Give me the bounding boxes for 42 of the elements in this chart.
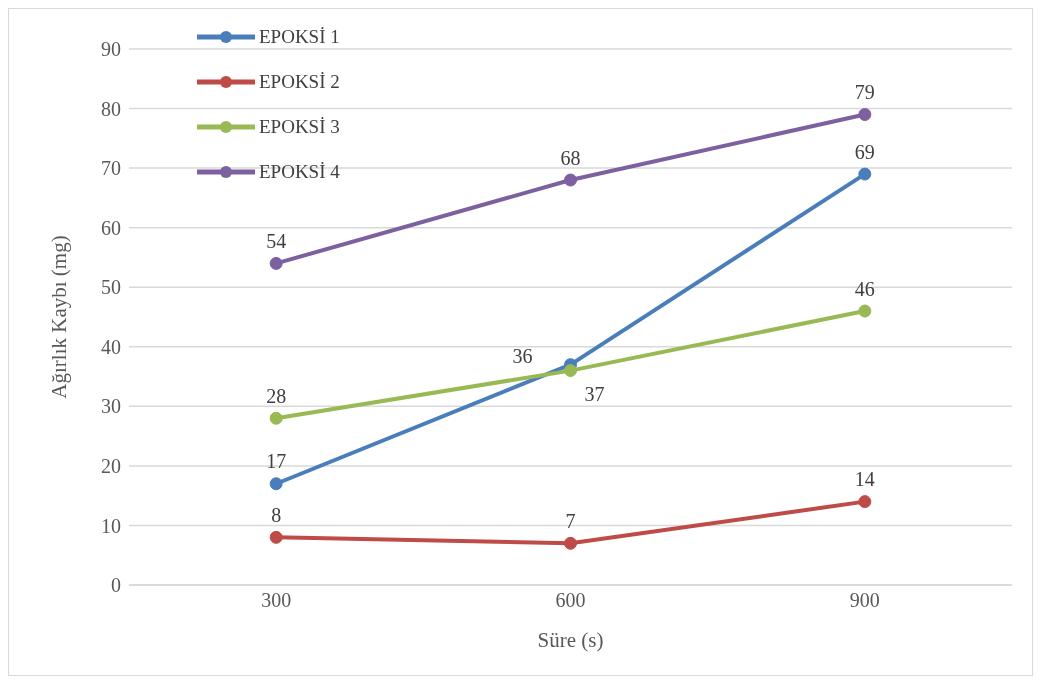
y-tick-label: 50	[101, 276, 121, 299]
point	[564, 364, 577, 378]
data-label: 46	[854, 277, 875, 300]
point	[269, 411, 283, 425]
legend-label: EPOKSİ 2	[259, 70, 340, 93]
data-label: 37	[584, 383, 605, 406]
y-tick-label: 60	[101, 216, 121, 239]
x-axis-title: Süre (s)	[537, 628, 604, 652]
point	[564, 173, 577, 187]
point	[858, 495, 872, 509]
point	[858, 167, 872, 181]
legend-label: EPOKSİ 4	[259, 160, 340, 183]
y-tick-label: 90	[101, 38, 121, 61]
data-label: 69	[854, 140, 875, 163]
data-label: 17	[266, 450, 287, 473]
data-label: 8	[271, 503, 282, 526]
point	[564, 536, 577, 550]
data-label: 54	[266, 229, 287, 252]
data-label: 28	[266, 384, 287, 407]
x-tick-label: 600	[555, 589, 586, 612]
data-label: 68	[560, 146, 581, 169]
point	[269, 477, 283, 491]
point	[858, 108, 872, 122]
point	[858, 304, 872, 318]
data-label: 7	[565, 509, 576, 532]
y-tick-label: 30	[101, 395, 121, 418]
data-label: 14	[854, 468, 875, 491]
y-tick-label: 0	[111, 574, 121, 597]
data-label: 36	[512, 345, 533, 368]
y-axis-title: Ağırlık Kaybı (mg)	[47, 235, 72, 399]
point	[269, 256, 283, 270]
data-label: 79	[854, 81, 875, 104]
legend-label: EPOKSİ 3	[259, 115, 340, 138]
y-tick-label: 20	[101, 454, 121, 477]
y-tick-label: 40	[101, 335, 121, 358]
x-tick-label: 300	[261, 589, 292, 612]
y-tick-label: 80	[101, 97, 121, 120]
y-tick-label: 70	[101, 157, 121, 180]
x-tick-label: 900	[849, 589, 880, 612]
legend-label: EPOKSİ 1	[259, 25, 340, 48]
point	[269, 530, 283, 544]
y-tick-label: 10	[101, 514, 121, 537]
